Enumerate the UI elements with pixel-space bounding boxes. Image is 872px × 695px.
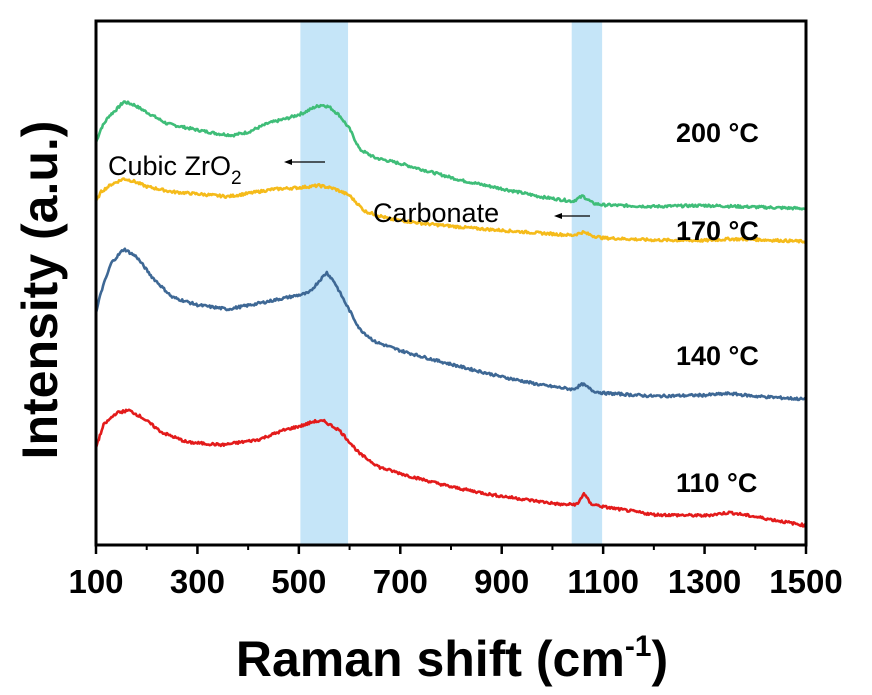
annotation-carbonate-arrow: [554, 213, 590, 219]
series-line-2: [94, 247, 808, 402]
x-axis-label: Raman shift (cm-1): [236, 630, 668, 687]
x-axis-label-end: ): [652, 631, 669, 687]
series-label-110: 110 °C: [676, 468, 757, 498]
annotation-carbonate: Carbonate: [373, 198, 499, 228]
x-tick-label: 1300: [668, 563, 741, 600]
highlight-bands: [300, 21, 603, 545]
series-label-140: 140 °C: [676, 341, 759, 371]
x-axis-tick-labels: 100 300 500 700 900 1100 1300 1500: [68, 563, 842, 600]
annotation-cubic-zro2: Cubic ZrO2: [108, 151, 242, 189]
zro2-band: [300, 21, 349, 545]
series-label-170: 170 °C: [676, 216, 759, 246]
series-lines: [94, 100, 808, 528]
x-axis-label-main: Raman shift (cm: [236, 631, 625, 687]
annotation-cubic-zro2-sub: 2: [231, 168, 242, 189]
series-line-3: [94, 408, 807, 528]
x-tick-label: 100: [68, 563, 123, 600]
plot-frame: [94, 19, 808, 547]
x-tick-label: 1100: [567, 563, 639, 600]
x-tick-label: 1500: [769, 563, 842, 600]
series-line-1: [94, 177, 807, 244]
x-tick-label: 700: [373, 563, 428, 600]
carbonate-band: [571, 21, 603, 545]
series-labels: 200 °C 170 °C 140 °C 110 °C: [676, 118, 759, 498]
x-tick-label: 500: [271, 563, 326, 600]
series-line-0: [94, 100, 807, 211]
annotations: Cubic ZrO2 Carbonate: [108, 151, 590, 228]
x-axis-label-sup: -1: [625, 630, 652, 663]
series-label-200: 200 °C: [676, 118, 759, 148]
y-axis-label: Intensity (a.u.): [12, 121, 68, 460]
x-axis-ticks: [94, 545, 808, 554]
annotation-cubic-zro2-text: Cubic ZrO: [108, 151, 231, 181]
x-tick-label: 300: [170, 563, 225, 600]
annotation-cubic-zro2-arrow: [284, 159, 325, 165]
x-tick-label: 900: [474, 563, 529, 600]
